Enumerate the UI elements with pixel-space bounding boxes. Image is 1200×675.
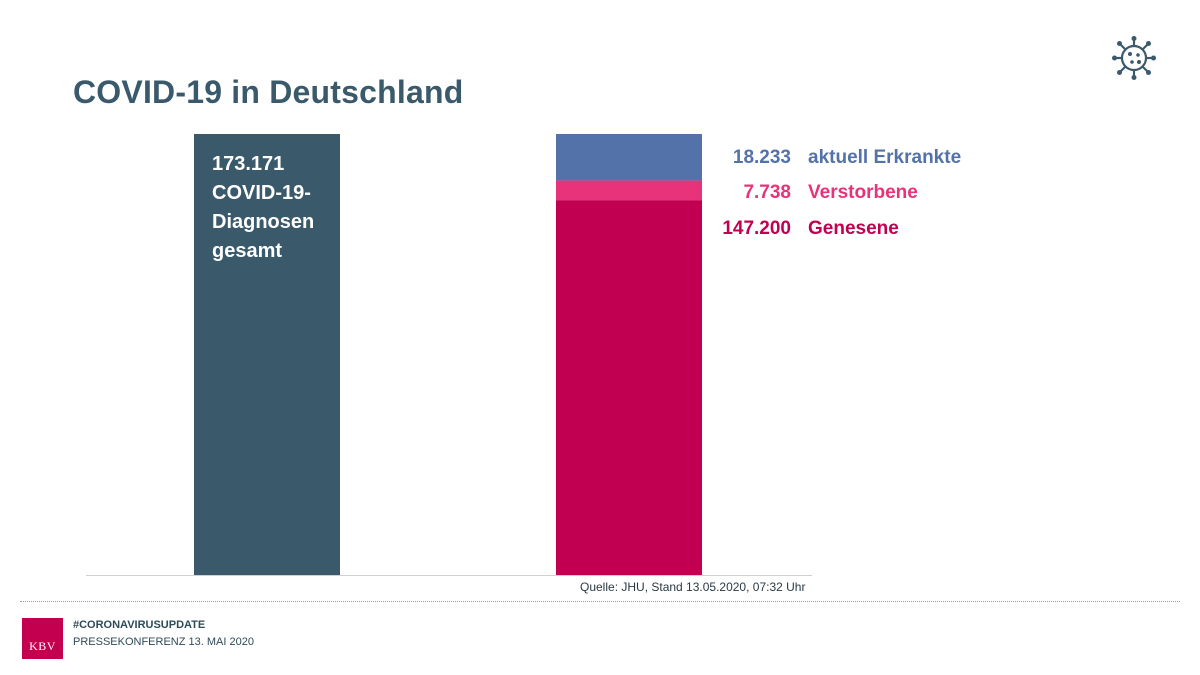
bar-segment-genesene [556,200,702,575]
bar-total [194,134,340,575]
footer-hashtag: #CORONAVIRUSUPDATE [73,619,206,631]
data-label-value-aktuell-erkrankte: 18.233 [733,147,791,168]
data-label-value-verstorbene: 7.738 [743,182,791,203]
footer-divider [20,601,1180,602]
coronavirus-icon [1112,36,1156,80]
kbv-logo: KBV [22,618,63,659]
bar-segment-verstorbene [556,180,702,201]
data-label-value-genesene: 147.200 [722,218,791,239]
data-label-name-verstorbene: Verstorbene [808,182,918,203]
source-note: Quelle: JHU, Stand 13.05.2020, 07:32 Uhr [580,580,806,594]
page-title: COVID-19 in Deutschland [73,74,464,110]
bar-segment-aktuell-erkrankte [556,134,702,181]
bar-total-label-line: COVID-19- [212,182,311,204]
bar-total-label-line: Diagnosen [212,211,314,233]
bar-total-label-line: 173.171 [212,153,284,175]
bar-total-label-line: gesamt [212,240,282,262]
footer-press-date: PRESSEKONFERENZ 13. MAI 2020 [73,636,254,648]
data-label-name-aktuell-erkrankte: aktuell Erkrankte [808,147,961,168]
data-label-name-genesene: Genesene [808,218,899,239]
